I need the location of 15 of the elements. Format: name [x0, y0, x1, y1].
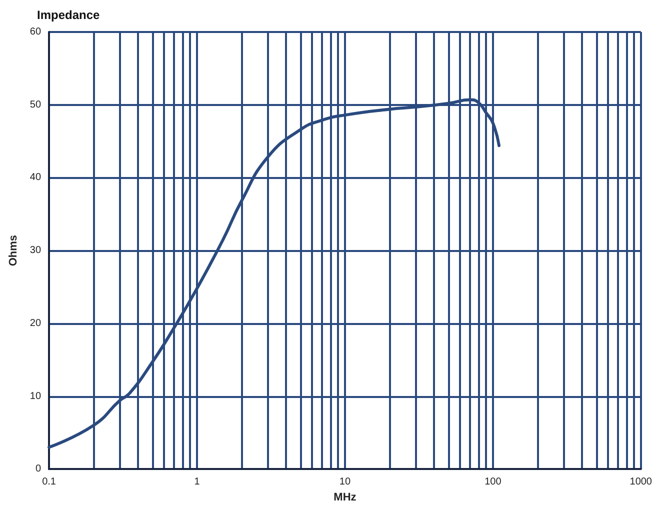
x-tick-label: 100	[484, 476, 502, 488]
y-tick-label: 50	[30, 99, 42, 110]
y-tick-label: 60	[30, 26, 42, 38]
x-tick-label: 0.1	[42, 476, 56, 488]
y-tick-label: 10	[30, 390, 42, 402]
x-axis-title: MHz	[334, 492, 357, 504]
x-tick-label: 1000	[630, 476, 652, 488]
y-tick-label: 20	[30, 318, 42, 329]
chart-title: Impedance	[37, 8, 100, 22]
y-tick-label: 30	[30, 245, 42, 256]
y-tick-label: 40	[30, 172, 42, 184]
y-tick-label: 0	[35, 464, 42, 475]
x-tick-label: 1	[194, 476, 200, 488]
x-tick-label: 10	[339, 476, 351, 488]
y-axis-title: Ohms	[8, 234, 20, 266]
